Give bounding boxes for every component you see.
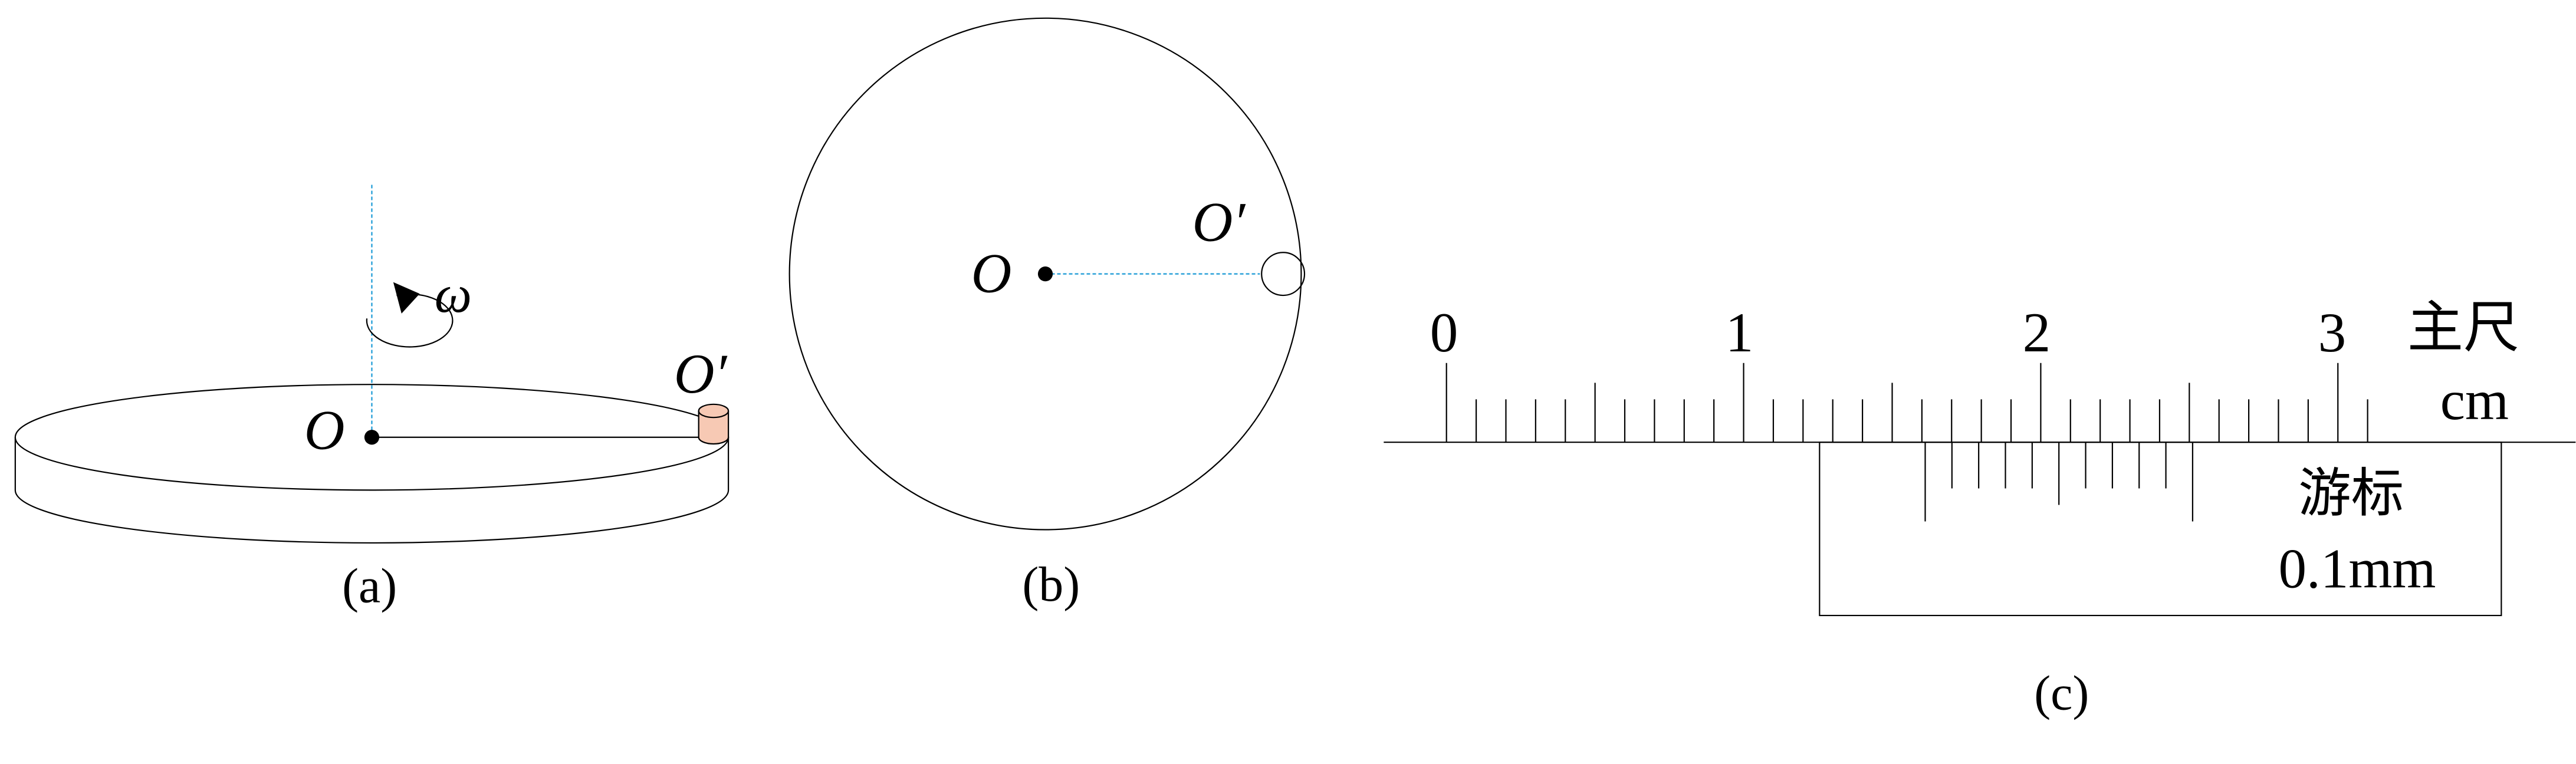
panel-b	[790, 18, 1305, 530]
panel-a	[15, 185, 728, 543]
panel-a-object-label: O′	[674, 343, 728, 405]
panel-a-caption: (a)	[342, 559, 397, 614]
panel-c	[1384, 363, 2575, 615]
vernier-scale-ticks	[1925, 442, 2192, 521]
main-scale-label: 主尺	[2407, 295, 2519, 360]
panel-c-caption: (c)	[2034, 666, 2089, 721]
panel-a-center-label: O	[304, 399, 345, 461]
vernier-precision: 0.1mm	[2278, 537, 2436, 600]
main-scale-number-2: 2	[2023, 301, 2051, 364]
panel-b-caption: (b)	[1022, 557, 1080, 612]
top-view-small-object	[1261, 252, 1305, 295]
top-view-center-point	[1037, 266, 1053, 282]
main-scale-number-0: 0	[1430, 301, 1458, 364]
disc-top-view	[790, 18, 1302, 530]
panel-b-object-label: O′	[1192, 191, 1246, 253]
main-scale-ticks	[1447, 363, 2368, 442]
rotation-arrow-head-icon	[393, 282, 420, 314]
main-scale-number-1: 1	[1726, 301, 1754, 364]
main-scale-number-3: 3	[2318, 301, 2347, 364]
omega-label: ω	[435, 265, 472, 324]
center-point	[364, 430, 380, 445]
rotation-arrow-icon	[367, 294, 453, 347]
vernier-box	[1819, 442, 2501, 615]
disc-side	[15, 437, 728, 543]
main-scale-unit: cm	[2440, 369, 2509, 432]
small-object	[699, 404, 728, 444]
vernier-label: 游标	[2298, 463, 2404, 525]
panel-b-center-label: O	[971, 242, 1012, 304]
